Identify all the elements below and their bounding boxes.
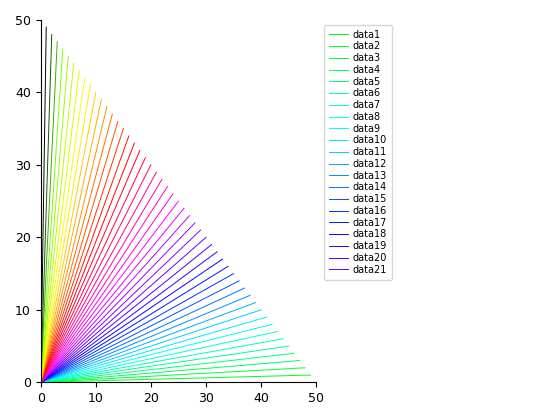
Line: data19: data19 — [41, 252, 217, 382]
data21 — [203, 235, 209, 240]
data14 — [38, 380, 44, 385]
Legend: data1, data2, data3, data4, data5, data6, data7, data8, data9, data10, data11, d: data1, data2, data3, data4, data5, data6… — [324, 25, 392, 280]
Line: data13: data13 — [41, 295, 250, 382]
data13 — [247, 293, 254, 298]
data21 — [38, 380, 44, 385]
data12 — [252, 300, 259, 305]
data12 — [38, 380, 44, 385]
Line: data21: data21 — [41, 237, 206, 382]
data18 — [38, 380, 44, 385]
data16 — [230, 271, 237, 276]
Line: data11: data11 — [41, 310, 261, 382]
Line: data15: data15 — [41, 281, 239, 382]
data11 — [38, 380, 44, 385]
data16 — [38, 380, 44, 385]
data15 — [38, 380, 44, 385]
Line: data12: data12 — [41, 302, 255, 382]
data20 — [208, 242, 215, 247]
data15 — [236, 278, 242, 284]
data19 — [214, 249, 221, 255]
data18 — [219, 257, 226, 262]
data20 — [38, 380, 44, 385]
Line: data18: data18 — [41, 259, 222, 382]
Line: data16: data16 — [41, 273, 234, 382]
data19 — [38, 380, 44, 385]
Line: data17: data17 — [41, 266, 228, 382]
Line: data14: data14 — [41, 288, 245, 382]
data14 — [241, 286, 248, 291]
Line: data20: data20 — [41, 244, 212, 382]
data17 — [225, 264, 231, 269]
data11 — [258, 307, 264, 312]
data13 — [38, 380, 44, 385]
data17 — [38, 380, 44, 385]
